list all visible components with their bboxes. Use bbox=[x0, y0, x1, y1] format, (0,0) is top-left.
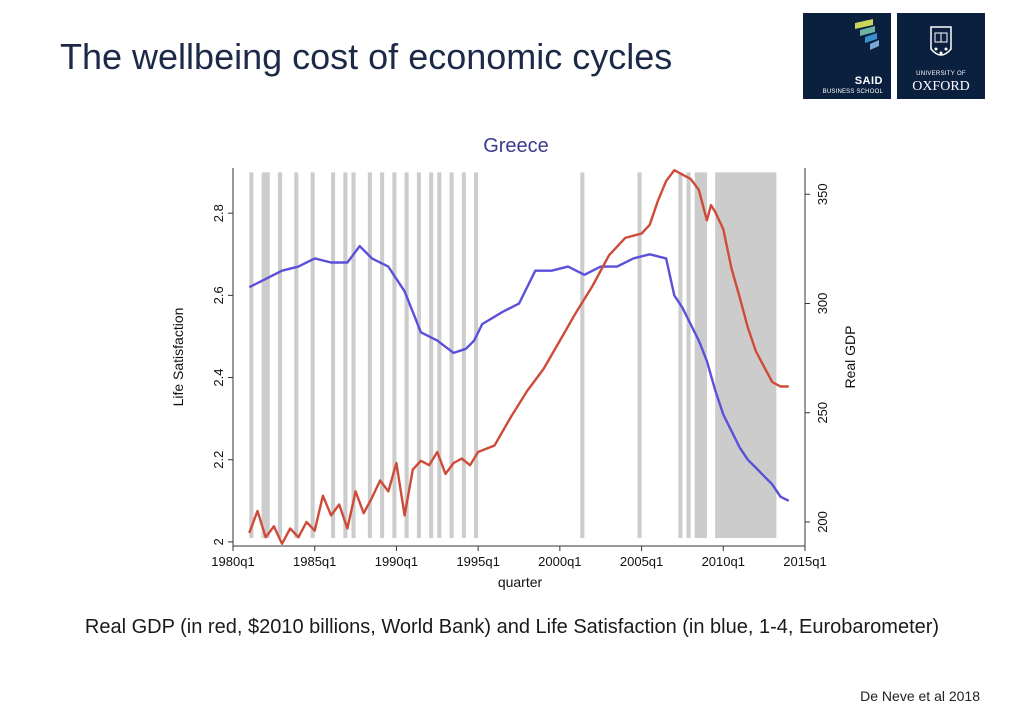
x-tick-label: 1995q1 bbox=[456, 554, 499, 569]
recession-band-15 bbox=[449, 172, 454, 539]
recession-band-11 bbox=[404, 172, 409, 539]
said-logo-text: SAID bbox=[854, 75, 883, 87]
recession-band-4 bbox=[310, 172, 315, 539]
recession-band-14 bbox=[437, 172, 442, 539]
right-y-tick-label: 350 bbox=[815, 183, 830, 205]
recession-band-2 bbox=[277, 172, 283, 539]
x-axis-label: quarter bbox=[498, 574, 543, 590]
chart-title: Greece bbox=[483, 135, 549, 157]
recession-band-8 bbox=[367, 172, 372, 539]
oxford-logo-subtext: UNIVERSITY OF bbox=[916, 71, 966, 77]
recession-band-5 bbox=[331, 172, 336, 539]
x-tick-label: 2005q1 bbox=[620, 554, 663, 569]
oxford-logo-text: OXFORD bbox=[912, 79, 970, 94]
citation: De Neve et al 2018 bbox=[860, 688, 980, 704]
left-y-tick-label: 2.2 bbox=[211, 451, 226, 469]
left-y-tick-label: 2.4 bbox=[211, 369, 226, 387]
recession-band-21 bbox=[686, 172, 691, 539]
recession-band-9 bbox=[380, 172, 385, 539]
right-y-tick-label: 250 bbox=[815, 402, 830, 424]
said-logo-mark-icon bbox=[855, 19, 879, 50]
x-tick-label: 1980q1 bbox=[211, 554, 254, 569]
x-tick-label: 2000q1 bbox=[538, 554, 581, 569]
recession-band-19 bbox=[637, 172, 642, 539]
recession-band-10 bbox=[392, 172, 397, 539]
oxford-crest-icon bbox=[930, 26, 952, 56]
recession-band-12 bbox=[416, 172, 421, 539]
chart-caption: Real GDP (in red, $2010 billions, World … bbox=[84, 616, 940, 638]
left-y-tick-label: 2.8 bbox=[211, 204, 226, 222]
recession-band-16 bbox=[461, 172, 466, 539]
recession-band-7 bbox=[351, 172, 356, 539]
said-logo-subtext: BUSINESS SCHOOL bbox=[822, 89, 883, 95]
recession-band-17 bbox=[474, 172, 479, 539]
x-tick-label: 2015q1 bbox=[783, 554, 826, 569]
said-business-school-logo: SAID BUSINESS SCHOOL bbox=[803, 13, 891, 99]
said-logo-stripe bbox=[870, 40, 879, 50]
left-y-axis-label: Life Satisfaction bbox=[170, 308, 186, 407]
said-logo-stripe bbox=[855, 19, 873, 29]
recession-band-22 bbox=[694, 172, 707, 539]
left-y-tick-label: 2.6 bbox=[211, 286, 226, 304]
recession-band-18 bbox=[580, 172, 585, 539]
recession-band-20 bbox=[678, 172, 683, 539]
left-y-tick-label: 2 bbox=[211, 538, 226, 545]
recession-band-6 bbox=[343, 172, 348, 539]
said-logo-stripe bbox=[865, 33, 877, 43]
right-y-axis-label: Real GDP bbox=[842, 325, 858, 388]
university-of-oxford-logo: UNIVERSITY OF OXFORD bbox=[897, 13, 985, 99]
x-tick-label: 2010q1 bbox=[702, 554, 745, 569]
recession-band-23 bbox=[715, 172, 777, 539]
life-satisfaction-line bbox=[248, 244, 790, 502]
recession-band-0 bbox=[249, 172, 254, 539]
right-y-tick-label: 300 bbox=[815, 293, 830, 315]
said-logo-stripe bbox=[860, 26, 875, 36]
recession-band-3 bbox=[294, 172, 299, 539]
right-y-tick-label: 200 bbox=[815, 511, 830, 533]
x-tick-label: 1990q1 bbox=[375, 554, 418, 569]
x-tick-label: 1985q1 bbox=[293, 554, 336, 569]
real-gdp-line bbox=[248, 168, 789, 545]
recession-band-13 bbox=[429, 172, 434, 539]
recession-band-1 bbox=[261, 172, 270, 539]
slide-title: The wellbeing cost of economic cycles bbox=[60, 36, 673, 77]
greece-chart: 1980q1 1985q1 1990q1 1995q1 2000q1 2005q1 2010… bbox=[170, 135, 858, 590]
